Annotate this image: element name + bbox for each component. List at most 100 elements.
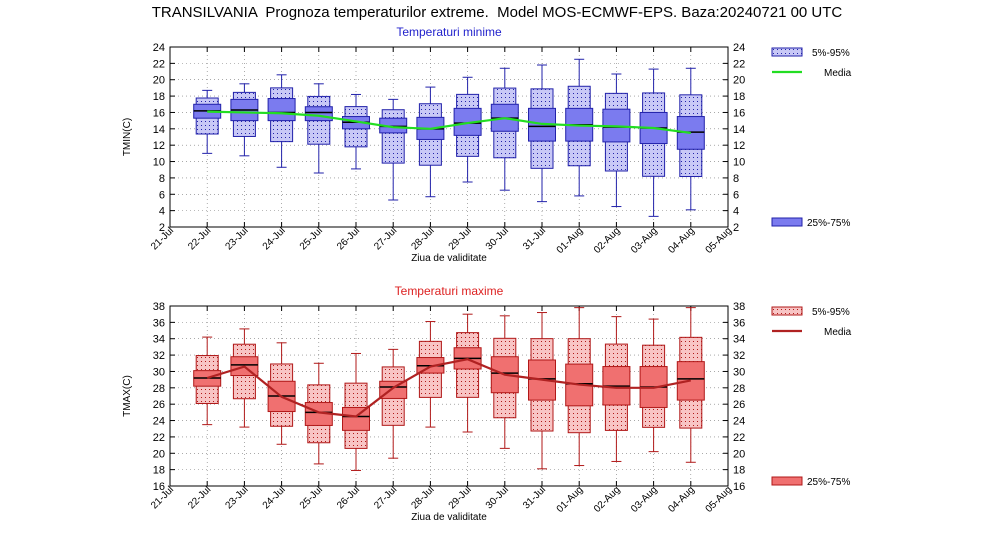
tmin-box bbox=[602, 73, 631, 208]
tmax-xtick-label: 31-Jul bbox=[521, 484, 548, 511]
tmin-xtick-label: 23-Jul bbox=[223, 225, 250, 252]
page-title: TRANSILVANIA Prognoza temperaturilor ext… bbox=[151, 4, 843, 21]
tmax-ytick-label-left: 26 bbox=[153, 399, 165, 411]
tmin-ytick-label-right: 20 bbox=[733, 75, 745, 87]
tmax-box bbox=[416, 321, 445, 428]
tmin-xtick-label: 29-Jul bbox=[447, 225, 474, 252]
tmax-ytick-label-right: 30 bbox=[733, 366, 745, 378]
tmax-xtick-label: 29-Jul bbox=[447, 484, 474, 511]
tmin-xtick-label: 03-Aug bbox=[629, 225, 660, 256]
tmax-xtick-label: 25-Jul bbox=[298, 484, 325, 511]
tmin-box bbox=[416, 86, 445, 198]
tmax-mean-line bbox=[206, 358, 692, 418]
tmax-ytick-label-right: 24 bbox=[733, 416, 745, 428]
tmin-p25-75-box bbox=[304, 106, 333, 122]
tmin-legend-label-p5-95: 5%-95% bbox=[812, 48, 850, 59]
tmax-box bbox=[676, 307, 705, 463]
tmax-xtick-label: 28-Jul bbox=[409, 484, 436, 511]
tmin-ytick-label-right: 22 bbox=[733, 58, 745, 70]
tmin-xtick-label: 25-Jul bbox=[298, 225, 325, 252]
tmax-legend-label-mean: Media bbox=[824, 327, 852, 338]
tmax-xtick-label: 22-Jul bbox=[186, 484, 213, 511]
tmax-ytick-label-left: 32 bbox=[153, 350, 165, 362]
tmax-p25-75-box bbox=[342, 406, 370, 431]
tmax-ytick-label-right: 36 bbox=[733, 317, 745, 329]
tmax-box bbox=[342, 352, 370, 471]
tmax-ytick-label-left: 22 bbox=[153, 432, 165, 444]
tmin-box bbox=[379, 98, 408, 201]
tmax-box bbox=[602, 316, 631, 462]
tmin-ytick-label-left: 18 bbox=[153, 91, 165, 103]
tmin-box bbox=[193, 89, 222, 154]
tmax-xtick-label: 26-Jul bbox=[335, 484, 362, 511]
tmax-yaxis-label: TMAX(C) bbox=[122, 375, 133, 417]
tmin-ytick-label-left: 24 bbox=[153, 42, 165, 54]
tmax-ytick-label-right: 32 bbox=[733, 350, 745, 362]
tmin-ytick-label-left: 16 bbox=[153, 107, 165, 119]
tmax-ytick-label-left: 24 bbox=[153, 416, 165, 428]
tmin-box bbox=[490, 67, 519, 191]
tmin-p25-75-box bbox=[453, 107, 482, 136]
tmax-ytick-label-left: 20 bbox=[153, 448, 165, 460]
tmin-ytick-label-right: 10 bbox=[733, 157, 745, 169]
tmax-xtick-label: 24-Jul bbox=[261, 484, 288, 511]
tmin-ytick-label-left: 14 bbox=[153, 124, 165, 136]
tmin-ytick-label-right: 16 bbox=[733, 107, 745, 119]
tmin-ytick-label-right: 12 bbox=[733, 140, 745, 152]
tmin-ytick-label-right: 6 bbox=[733, 189, 739, 201]
tmax-xtick-label: 03-Aug bbox=[629, 484, 660, 515]
tmin-xtick-label: 05-Aug bbox=[704, 225, 735, 256]
tmax-chart: Temperaturi maxime 16 16 18 18 20 20 22 22 24 24 26… bbox=[122, 284, 852, 523]
tmax-box bbox=[490, 315, 519, 449]
tmin-legend-swatch-p5-95 bbox=[771, 47, 803, 57]
tmax-xtick-label: 05-Aug bbox=[704, 484, 735, 515]
tmin-ytick-label-right: 18 bbox=[733, 91, 745, 103]
tmax-xtick-label: 02-Aug bbox=[592, 484, 623, 515]
tmin-box bbox=[528, 64, 556, 203]
tmin-ytick-label-left: 22 bbox=[153, 58, 165, 70]
tmin-p25-75-box bbox=[267, 98, 296, 122]
tmax-ytick-label-right: 26 bbox=[733, 399, 745, 411]
tmax-xaxis-label: Ziua de validitate bbox=[411, 512, 487, 523]
tmax-box bbox=[193, 336, 222, 426]
tmin-box bbox=[676, 67, 705, 211]
tmax-legend-label-p25-75: 25%-75% bbox=[807, 477, 850, 488]
tmax-chart-title: Temperaturi maxime bbox=[395, 284, 504, 298]
tmax-ytick-label-left: 28 bbox=[153, 383, 165, 395]
tmax-ytick-label-left: 30 bbox=[153, 366, 165, 378]
tmin-box bbox=[267, 74, 296, 168]
tmin-legend: 5%-95% Media 25%-75% bbox=[771, 47, 852, 229]
tmin-box bbox=[230, 83, 259, 157]
tmin-ytick-label-right: 4 bbox=[733, 206, 739, 218]
tmax-box bbox=[528, 312, 556, 470]
tmin-xtick-label: 31-Jul bbox=[521, 225, 548, 252]
tmin-xtick-label: 04-Aug bbox=[666, 225, 697, 256]
tmin-yaxis-label: TMIN(C) bbox=[122, 118, 133, 156]
tmin-box bbox=[453, 76, 482, 183]
tmin-xtick-label: 24-Jul bbox=[261, 225, 288, 252]
tmax-xtick-label: 23-Jul bbox=[223, 484, 250, 511]
tmax-box bbox=[230, 328, 259, 428]
tmin-ytick-label-right: 8 bbox=[733, 173, 739, 185]
tmax-plot-frame bbox=[169, 305, 729, 487]
tmin-box bbox=[639, 68, 668, 217]
tmax-box bbox=[453, 313, 482, 433]
tmin-box bbox=[565, 58, 594, 197]
tmin-xtick-label: 02-Aug bbox=[592, 225, 623, 256]
tmin-xtick-label: 26-Jul bbox=[335, 225, 362, 252]
tmax-ytick-label-right: 34 bbox=[733, 334, 745, 346]
tmax-ytick-label-right: 22 bbox=[733, 432, 745, 444]
tmin-chart-title: Temperaturi minime bbox=[396, 25, 502, 39]
tmin-ytick-label-left: 10 bbox=[153, 157, 165, 169]
tmax-ytick-label-left: 16 bbox=[153, 481, 165, 493]
tmax-ytick-label-left: 38 bbox=[153, 301, 165, 313]
tmin-mean-line bbox=[207, 110, 691, 134]
tmax-legend-swatch-p5-95 bbox=[771, 306, 803, 316]
tmin-ytick-label-left: 8 bbox=[159, 173, 165, 185]
tmin-box bbox=[304, 83, 333, 174]
tmin-ytick-label-right: 14 bbox=[733, 124, 745, 136]
tmax-legend-swatch-p25-75 bbox=[771, 476, 803, 486]
tmin-legend-label-mean: Media bbox=[824, 68, 852, 79]
